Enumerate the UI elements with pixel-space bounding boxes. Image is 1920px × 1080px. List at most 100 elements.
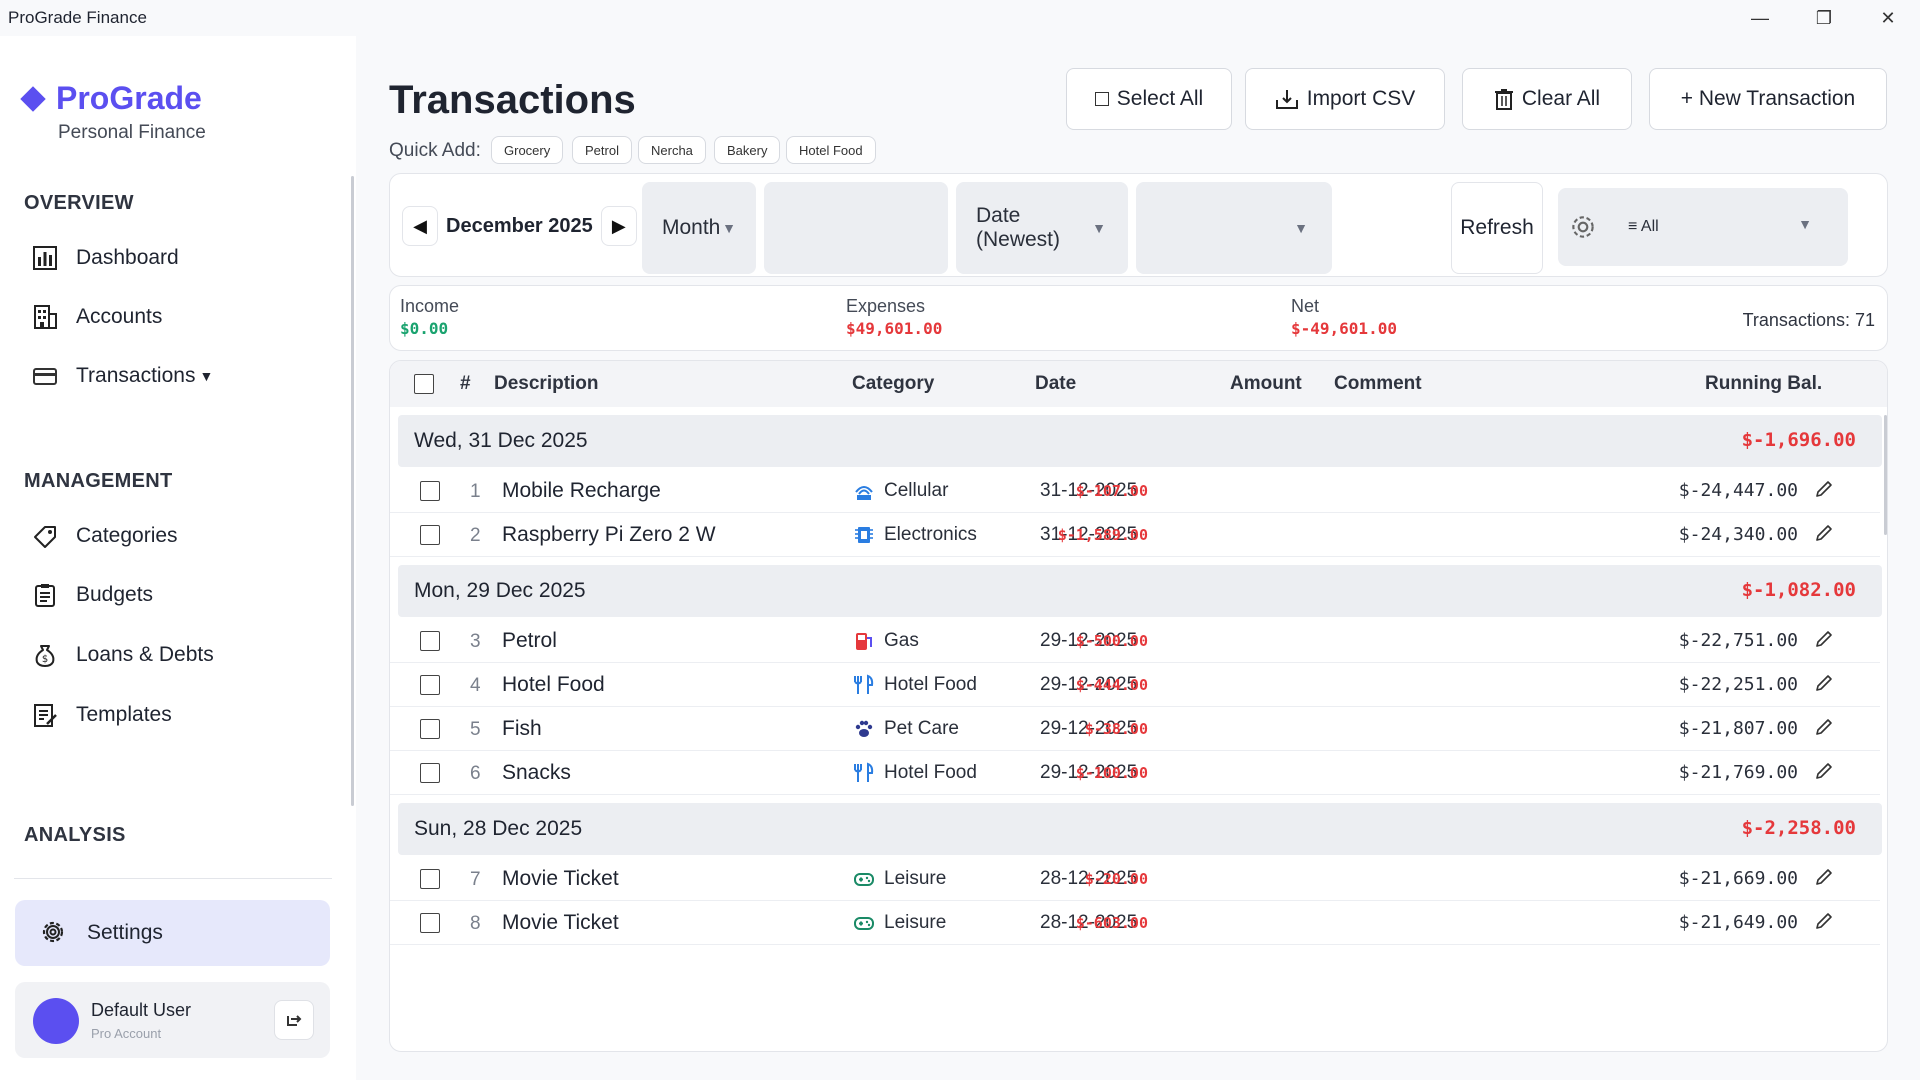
row-description: Petrol: [502, 629, 557, 652]
main-content: Transactions Quick Add: Grocery Petrol N…: [356, 36, 1920, 1080]
expenses-label: Expenses: [846, 296, 926, 316]
refresh-button[interactable]: Refresh: [1451, 182, 1543, 274]
trash-icon: [1494, 88, 1514, 110]
row-checkbox[interactable]: [420, 675, 440, 695]
select-all-button[interactable]: Select All: [1066, 68, 1232, 130]
column-description[interactable]: Description: [494, 373, 599, 394]
logout-button[interactable]: [274, 1000, 314, 1040]
row-checkbox[interactable]: [420, 525, 440, 545]
sidebar-item-categories[interactable]: Categories: [30, 514, 178, 558]
row-number: 6: [470, 763, 481, 784]
quick-add-chip[interactable]: Grocery: [491, 136, 564, 164]
category-filter-select[interactable]: ▼: [1136, 182, 1332, 274]
sidebar-item-transactions[interactable]: Transactions ▼: [30, 354, 213, 398]
settings-button[interactable]: Settings: [15, 900, 330, 966]
table-row[interactable]: 6 Snacks Hotel Food 29-12-2025 $-100.00 $-21,…: [390, 751, 1880, 795]
prev-month-button[interactable]: ◀: [402, 206, 438, 246]
gear-icon[interactable]: [1568, 212, 1598, 242]
row-checkbox[interactable]: [420, 763, 440, 783]
column-running-balance[interactable]: Running Bal.: [1705, 373, 1823, 394]
filter-bar: ◀ December 2025 ▶ Month ▼ Date (Newest) …: [389, 173, 1888, 277]
table-row[interactable]: 1 Mobile Recharge Cellular 31-12-2025 $-107.…: [390, 469, 1880, 513]
table-scrollbar[interactable]: [1884, 415, 1887, 535]
row-category: Hotel Food: [852, 673, 977, 697]
new-transaction-button[interactable]: + New Transaction: [1649, 68, 1887, 130]
edit-pencil-icon[interactable]: [1814, 673, 1838, 697]
row-checkbox[interactable]: [420, 481, 440, 501]
quick-add-chip[interactable]: Hotel Food: [786, 136, 876, 164]
maximize-button[interactable]: ❐: [1815, 7, 1833, 28]
sidebar-scrollbar[interactable]: [351, 176, 354, 806]
row-running-balance: $-21,669.00: [1678, 868, 1798, 889]
row-number: 8: [470, 913, 481, 934]
import-csv-button[interactable]: Import CSV: [1245, 68, 1445, 130]
sidebar-item-accounts[interactable]: Accounts: [30, 295, 162, 339]
row-amount: $-38.00: [1084, 720, 1148, 738]
chevron-down-icon: ▼: [1092, 220, 1106, 236]
group-total: $-1,696.00: [1741, 429, 1856, 451]
arrow-right-icon: ▶: [611, 215, 626, 236]
row-description: Mobile Recharge: [502, 479, 661, 502]
period-select[interactable]: Month ▼: [642, 182, 756, 274]
sidebar-item-budgets[interactable]: Budgets: [30, 573, 153, 617]
row-category-label: Cellular: [884, 480, 949, 501]
row-description: Raspberry Pi Zero 2 W: [502, 523, 716, 546]
table-row[interactable]: 5 Fish Pet Care 29-12-2025 $-38.00 $-21,807.0…: [390, 707, 1880, 751]
table-row[interactable]: 8 Movie Ticket Leisure 28-12-2025 $-603.00 $-…: [390, 901, 1880, 945]
row-category: Cellular: [852, 479, 948, 503]
sidebar-item-dashboard[interactable]: Dashboard: [30, 236, 179, 280]
income-label: Income: [400, 296, 460, 316]
account-select[interactable]: ≡ All: [1616, 196, 1836, 258]
row-category: Pet Care: [852, 717, 959, 741]
table-row[interactable]: 7 Movie Ticket Leisure 28-12-2025 $-20.00 $-2…: [390, 857, 1880, 901]
transaction-count: Transactions: 71: [1742, 310, 1875, 330]
date-group-header: Mon, 29 Dec 2025 $-1,082.00: [398, 565, 1882, 617]
building-icon: [30, 302, 60, 332]
chevron-down-icon: ▼: [1798, 216, 1812, 232]
fuel-icon: [852, 629, 876, 653]
close-button[interactable]: ✕: [1880, 7, 1896, 28]
select-all-checkbox[interactable]: [414, 374, 434, 394]
svg-text:$: $: [42, 654, 48, 665]
row-category-label: Gas: [884, 630, 919, 651]
row-description: Hotel Food: [502, 673, 605, 696]
edit-pencil-icon[interactable]: [1814, 911, 1838, 935]
search-input[interactable]: [764, 182, 948, 274]
row-checkbox[interactable]: [420, 719, 440, 739]
table-row[interactable]: 3 Petrol Gas 29-12-2025 $-500.00 $-22,751.00: [390, 619, 1880, 663]
row-checkbox[interactable]: [420, 869, 440, 889]
current-month: December 2025: [446, 214, 593, 237]
brand[interactable]: ProGrade: [20, 80, 202, 117]
quick-add-chip[interactable]: Petrol: [572, 136, 632, 164]
arrow-left-icon: ◀: [413, 215, 427, 236]
row-number: 2: [470, 525, 481, 546]
row-checkbox[interactable]: [420, 913, 440, 933]
row-amount: $-20.00: [1084, 870, 1148, 888]
sidebar-item-loans[interactable]: $ Loans & Debts: [30, 633, 214, 677]
edit-pencil-icon[interactable]: [1814, 761, 1838, 785]
row-running-balance: $-24,447.00: [1678, 480, 1798, 501]
table-row[interactable]: 2 Raspberry Pi Zero 2 W Electronics 31-12-2…: [390, 513, 1880, 557]
next-month-button[interactable]: ▶: [600, 206, 637, 246]
clear-all-button[interactable]: Clear All: [1462, 68, 1632, 130]
column-comment[interactable]: Comment: [1334, 373, 1422, 394]
row-checkbox[interactable]: [420, 631, 440, 651]
column-date[interactable]: Date: [1035, 373, 1077, 394]
section-analysis: ANALYSIS: [24, 824, 126, 846]
sidebar-item-templates[interactable]: Templates: [30, 693, 172, 737]
edit-pencil-icon[interactable]: [1814, 523, 1838, 547]
sort-select[interactable]: Date (Newest) ▼: [956, 182, 1128, 274]
edit-pencil-icon[interactable]: [1814, 867, 1838, 891]
minimize-button[interactable]: —: [1751, 7, 1769, 28]
column-category[interactable]: Category: [852, 373, 935, 394]
edit-pencil-icon[interactable]: [1814, 717, 1838, 741]
settings-label: Settings: [87, 921, 163, 944]
money-bag-icon: $: [30, 640, 60, 670]
edit-pencil-icon[interactable]: [1814, 629, 1838, 653]
user-card[interactable]: Default User Pro Account: [15, 982, 330, 1058]
quick-add-chip[interactable]: Nercha: [638, 136, 706, 164]
quick-add-chip[interactable]: Bakery: [714, 136, 781, 164]
edit-pencil-icon[interactable]: [1814, 479, 1838, 503]
table-row[interactable]: 4 Hotel Food Hotel Food 29-12-2025 $-444.00 $…: [390, 663, 1880, 707]
column-amount[interactable]: Amount: [1230, 373, 1302, 394]
